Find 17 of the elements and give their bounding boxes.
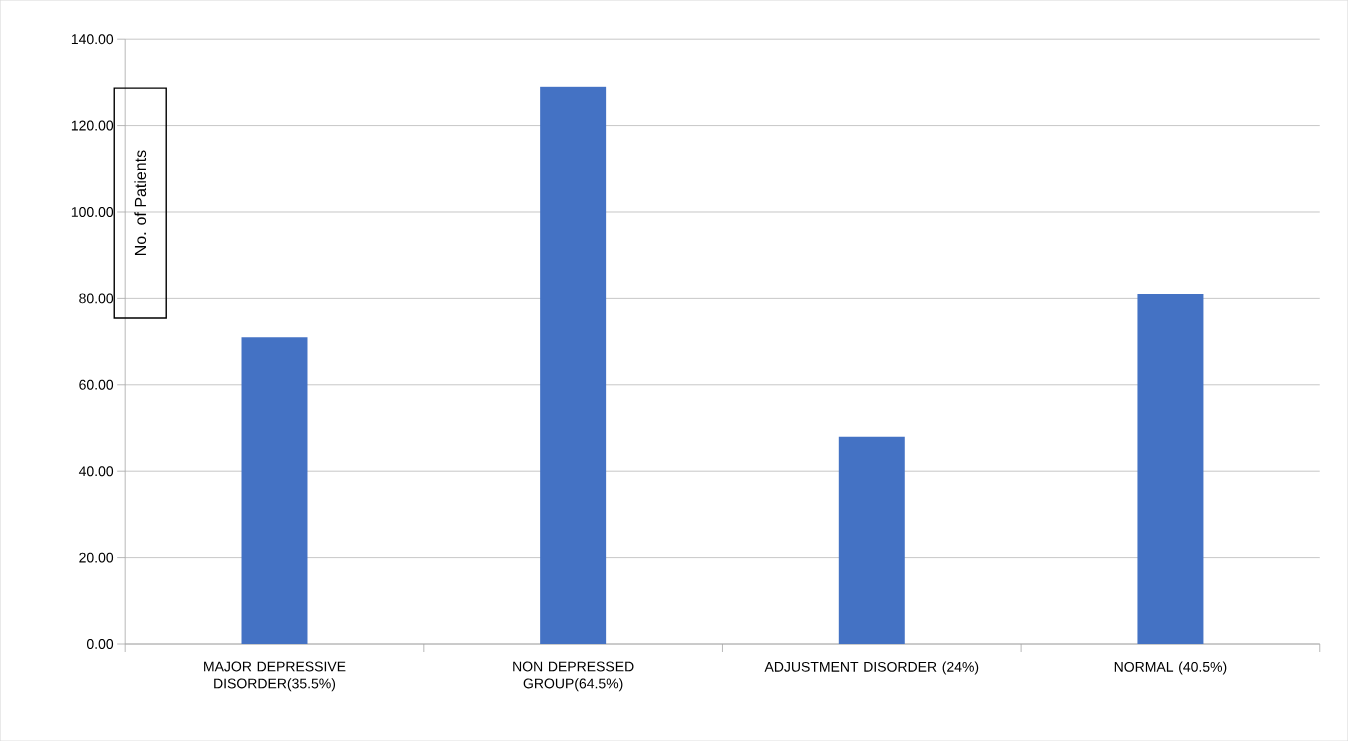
y-tick-label: 40.00 — [78, 466, 114, 477]
y-tick-label: 140.00 — [71, 34, 114, 45]
y-tick-label: 80.00 — [79, 293, 114, 304]
bar — [540, 86, 607, 644]
y-tick-label: 60.00 — [79, 379, 114, 390]
y-axis-title: No. of Patients — [134, 150, 147, 255]
bar — [241, 337, 308, 644]
x-tick-label: ADJUSTMENT DISORDER (24%) — [764, 661, 979, 675]
bar — [838, 436, 905, 644]
x-tick-label: NORMAL (40.5%) — [1114, 661, 1227, 675]
y-tick-label: 0.00 — [86, 638, 114, 649]
y-tick-label: 120.00 — [71, 120, 114, 131]
x-tick-label: MAJOR DEPRESSIVE DISORDER(35.5%) — [204, 661, 346, 692]
y-tick-label: 100.00 — [71, 206, 114, 217]
x-tick-label: NON DEPRESSED GROUP(64.5%) — [513, 661, 634, 692]
y-tick-label: 20.00 — [79, 552, 114, 563]
bar — [1137, 293, 1204, 644]
